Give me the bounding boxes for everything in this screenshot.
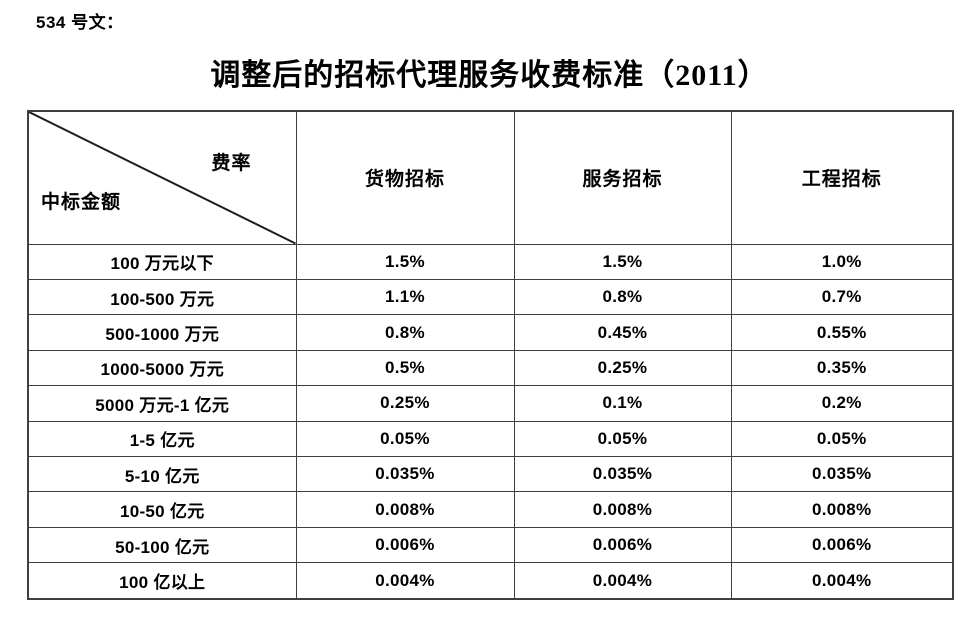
row-label-cell: 500-1000 万元	[27, 314, 297, 351]
rate-cell-goods: 0.008%	[295, 491, 515, 528]
row-label-cell: 10-50 亿元	[27, 491, 297, 528]
table-row: 1-5 亿元 0.05% 0.05% 0.05%	[27, 420, 954, 458]
rate-cell-engineering: 0.55%	[730, 314, 954, 351]
rate-cell-engineering: 1.0%	[730, 243, 954, 280]
rate-cell-services: 0.006%	[513, 526, 732, 564]
row-label-cell: 1-5 亿元	[27, 420, 297, 458]
rate-cell-services: 0.45%	[513, 314, 732, 351]
rate-cell-goods: 0.006%	[295, 526, 515, 564]
rate-cell-engineering: 0.7%	[730, 278, 954, 316]
row-label-cell: 1000-5000 万元	[27, 349, 297, 387]
table-row: 1000-5000 万元 0.5% 0.25% 0.35%	[27, 349, 954, 387]
doc-number-label: 534 号文：	[36, 13, 124, 32]
table-row: 5000 万元-1 亿元 0.25% 0.1% 0.2%	[27, 385, 954, 422]
rate-cell-goods: 0.05%	[295, 420, 515, 458]
corner-label-rate: 费率	[211, 153, 252, 174]
rate-cell-goods: 0.004%	[295, 562, 515, 600]
rate-cell-services: 0.008%	[513, 491, 732, 528]
table-row: 50-100 亿元 0.006% 0.006% 0.006%	[27, 526, 954, 564]
row-label-cell: 100 亿以上	[27, 562, 297, 600]
rate-cell-services: 0.035%	[513, 456, 732, 493]
table-body: 100 万元以下 1.5% 1.5% 1.0% 100-500 万元 1.1% …	[27, 243, 954, 600]
row-label-cell: 50-100 亿元	[27, 526, 297, 564]
table-row: 10-50 亿元 0.008% 0.008% 0.008%	[27, 491, 954, 528]
corner-label-amount: 中标金额	[41, 191, 122, 213]
rate-cell-goods: 0.25%	[295, 385, 515, 422]
table-row: 100 亿以上 0.004% 0.004% 0.004%	[27, 562, 954, 600]
row-label-cell: 100-500 万元	[27, 278, 297, 316]
rate-cell-services: 0.25%	[513, 349, 732, 387]
row-label-cell: 100 万元以下	[27, 243, 297, 280]
column-header-services: 服务招标	[513, 110, 732, 245]
row-label-cell: 5-10 亿元	[27, 456, 297, 493]
rate-cell-engineering: 0.35%	[730, 349, 954, 387]
rate-cell-services: 0.004%	[513, 562, 732, 600]
rate-cell-services: 1.5%	[513, 243, 732, 280]
diagonal-line	[29, 112, 296, 244]
rate-cell-engineering: 0.006%	[730, 526, 954, 564]
rate-cell-goods: 0.5%	[295, 349, 515, 387]
table-row: 100 万元以下 1.5% 1.5% 1.0%	[27, 243, 954, 280]
rate-cell-goods: 1.5%	[295, 243, 515, 280]
table-header-row: 费率 中标金额 货物招标 服务招标 工程招标	[27, 110, 954, 245]
column-header-goods: 货物招标	[295, 110, 515, 245]
rate-cell-services: 0.1%	[513, 385, 732, 422]
rate-cell-goods: 0.035%	[295, 456, 515, 493]
rate-cell-engineering: 0.004%	[730, 562, 954, 600]
table-row: 5-10 亿元 0.035% 0.035% 0.035%	[27, 456, 954, 493]
rate-cell-engineering: 0.2%	[730, 385, 954, 422]
diagonal-corner-cell: 费率 中标金额	[27, 110, 297, 245]
column-header-engineering: 工程招标	[730, 110, 954, 245]
rate-cell-goods: 0.8%	[295, 314, 515, 351]
table-row: 500-1000 万元 0.8% 0.45% 0.55%	[27, 314, 954, 351]
rate-cell-services: 0.8%	[513, 278, 732, 316]
rate-cell-services: 0.05%	[513, 420, 732, 458]
rate-cell-goods: 1.1%	[295, 278, 515, 316]
rate-cell-engineering: 0.035%	[730, 456, 954, 493]
rate-cell-engineering: 0.05%	[730, 420, 954, 458]
rate-cell-engineering: 0.008%	[730, 491, 954, 528]
table-row: 100-500 万元 1.1% 0.8% 0.7%	[27, 278, 954, 316]
fee-rate-table: 费率 中标金额 货物招标 服务招标 工程招标 100 万元以下 1.5% 1.5…	[27, 110, 954, 600]
page-title: 调整后的招标代理服务收费标准（2011）	[210, 59, 769, 92]
row-label-cell: 5000 万元-1 亿元	[27, 385, 297, 422]
